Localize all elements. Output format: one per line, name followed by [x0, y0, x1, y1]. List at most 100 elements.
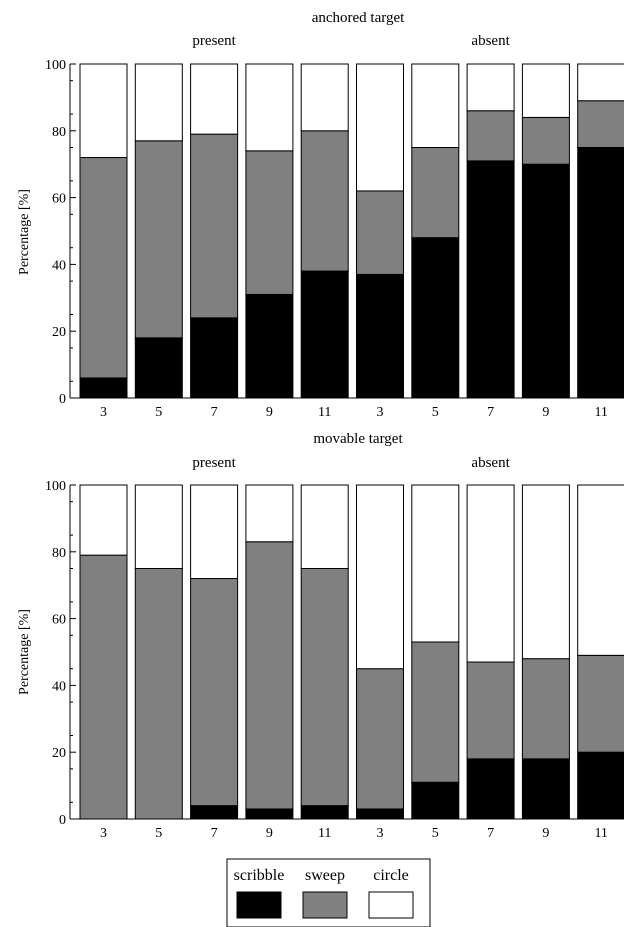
- panel-title: movable target: [313, 431, 403, 447]
- bar-segment-circle: [521, 484, 570, 660]
- y-tick-label: 100: [45, 479, 66, 494]
- legend-label-sweep: sweep: [305, 867, 345, 884]
- bar-segment-scribble: [411, 237, 460, 399]
- x-tick-label: 9: [266, 826, 273, 841]
- x-tick-label: 5: [155, 405, 162, 420]
- bar-segment-circle: [521, 63, 570, 118]
- bar-segment-sweep: [411, 147, 460, 239]
- group-label-present: present: [192, 33, 236, 49]
- legend-swatch-sweep: [302, 891, 348, 919]
- bar-segment-sweep: [577, 654, 624, 753]
- y-tick-label: 0: [59, 392, 66, 407]
- bar-segment-scribble: [521, 163, 570, 399]
- legend: scribble sweep circle: [226, 858, 431, 927]
- y-tick-label: 100: [45, 58, 66, 73]
- bar-segment-circle: [134, 63, 183, 142]
- bar-segment-scribble: [190, 805, 239, 820]
- bar-segment-sweep: [300, 568, 349, 807]
- x-tick-label: 3: [377, 405, 384, 420]
- bar-segment-circle: [79, 63, 128, 159]
- x-tick-label: 11: [318, 405, 331, 420]
- bar-segment-circle: [411, 484, 460, 643]
- y-tick-label: 20: [52, 746, 66, 761]
- y-axis-label: Percentage [%]: [17, 189, 32, 275]
- x-tick-label: 3: [100, 826, 107, 841]
- bar-segment-circle: [79, 484, 128, 556]
- bar-segment-scribble: [521, 758, 570, 820]
- bar-segment-circle: [466, 484, 515, 663]
- bar-segment-sweep: [245, 150, 294, 295]
- bar-segment-sweep: [466, 661, 515, 760]
- x-tick-label: 11: [318, 826, 331, 841]
- bar-segment-scribble: [577, 751, 624, 820]
- x-tick-label: 7: [487, 826, 494, 841]
- x-tick-label: 3: [377, 826, 384, 841]
- bar-segment-sweep: [134, 568, 183, 820]
- bar-segment-circle: [356, 484, 404, 670]
- bar-segment-circle: [466, 63, 515, 112]
- bar-segment-scribble: [300, 270, 349, 399]
- bar-segment-scribble: [300, 805, 349, 820]
- bar-segment-circle: [134, 484, 183, 569]
- bar-segment-sweep: [79, 157, 128, 379]
- bar-segment-sweep: [190, 133, 239, 319]
- bar-segment-sweep: [245, 541, 294, 810]
- bar-segment-scribble: [79, 377, 128, 399]
- bar-segment-circle: [300, 484, 349, 569]
- chart-panel-1: anchored target present absent 0 20 40 60 80 100…: [17, 10, 624, 420]
- bar-segment-scribble: [577, 147, 624, 399]
- y-tick-label: 20: [52, 325, 66, 340]
- bar-segment-scribble: [356, 808, 404, 820]
- x-tick-label: 9: [266, 405, 273, 420]
- bar-segment-circle: [245, 63, 294, 152]
- bar-segment-scribble: [245, 293, 294, 399]
- bar-segment-circle: [245, 484, 294, 543]
- x-tick-label: 5: [432, 405, 439, 420]
- y-tick-label: 0: [59, 813, 66, 828]
- bar-segment-sweep: [521, 116, 570, 165]
- x-tick-label: 7: [211, 826, 218, 841]
- x-tick-label: 11: [594, 405, 607, 420]
- bar-segment-sweep: [190, 578, 239, 807]
- legend-swatch-circle: [368, 891, 414, 919]
- legend-swatch-scribble: [236, 891, 282, 919]
- y-tick-label: 60: [52, 613, 66, 628]
- x-tick-label: 9: [542, 405, 549, 420]
- bar-segment-sweep: [521, 658, 570, 760]
- group-label-present: present: [192, 455, 236, 471]
- group-label-absent: absent: [471, 33, 510, 49]
- chart-panel-2: movable target present absent 0 20 40 60 80 100 P…: [17, 431, 624, 841]
- x-tick-label: 11: [594, 826, 607, 841]
- bar-segment-scribble: [190, 317, 239, 399]
- bar-segment-circle: [300, 63, 349, 132]
- bar-segment-circle: [577, 484, 624, 656]
- bar-segment-sweep: [300, 130, 349, 272]
- bar-segment-circle: [411, 63, 460, 148]
- bar-segment-circle: [577, 63, 624, 102]
- panel-title: anchored target: [312, 10, 405, 26]
- x-tick-label: 5: [155, 826, 162, 841]
- bar-segment-scribble: [245, 808, 294, 820]
- bar-segment-circle: [190, 63, 239, 135]
- y-tick-label: 60: [52, 192, 66, 207]
- bar-segment-sweep: [577, 100, 624, 148]
- y-tick-label: 80: [52, 546, 66, 561]
- bar-segment-scribble: [411, 781, 460, 820]
- bar-segment-circle: [356, 63, 404, 192]
- bar-segment-sweep: [356, 668, 404, 810]
- y-axis-label: Percentage [%]: [17, 609, 32, 695]
- x-tick-label: 7: [211, 405, 218, 420]
- bar-segment-scribble: [134, 337, 183, 399]
- bar-segment-sweep: [411, 641, 460, 783]
- group-label-absent: absent: [471, 455, 510, 471]
- bar-segment-circle: [190, 484, 239, 580]
- bar-segment-sweep: [134, 140, 183, 339]
- bar-segment-sweep: [356, 190, 404, 275]
- legend-label-scribble: scribble: [234, 867, 285, 884]
- y-tick-label: 40: [52, 679, 66, 694]
- bar-segment-sweep: [79, 554, 128, 820]
- bar-segment-scribble: [466, 758, 515, 820]
- x-tick-label: 3: [100, 405, 107, 420]
- x-tick-label: 5: [432, 826, 439, 841]
